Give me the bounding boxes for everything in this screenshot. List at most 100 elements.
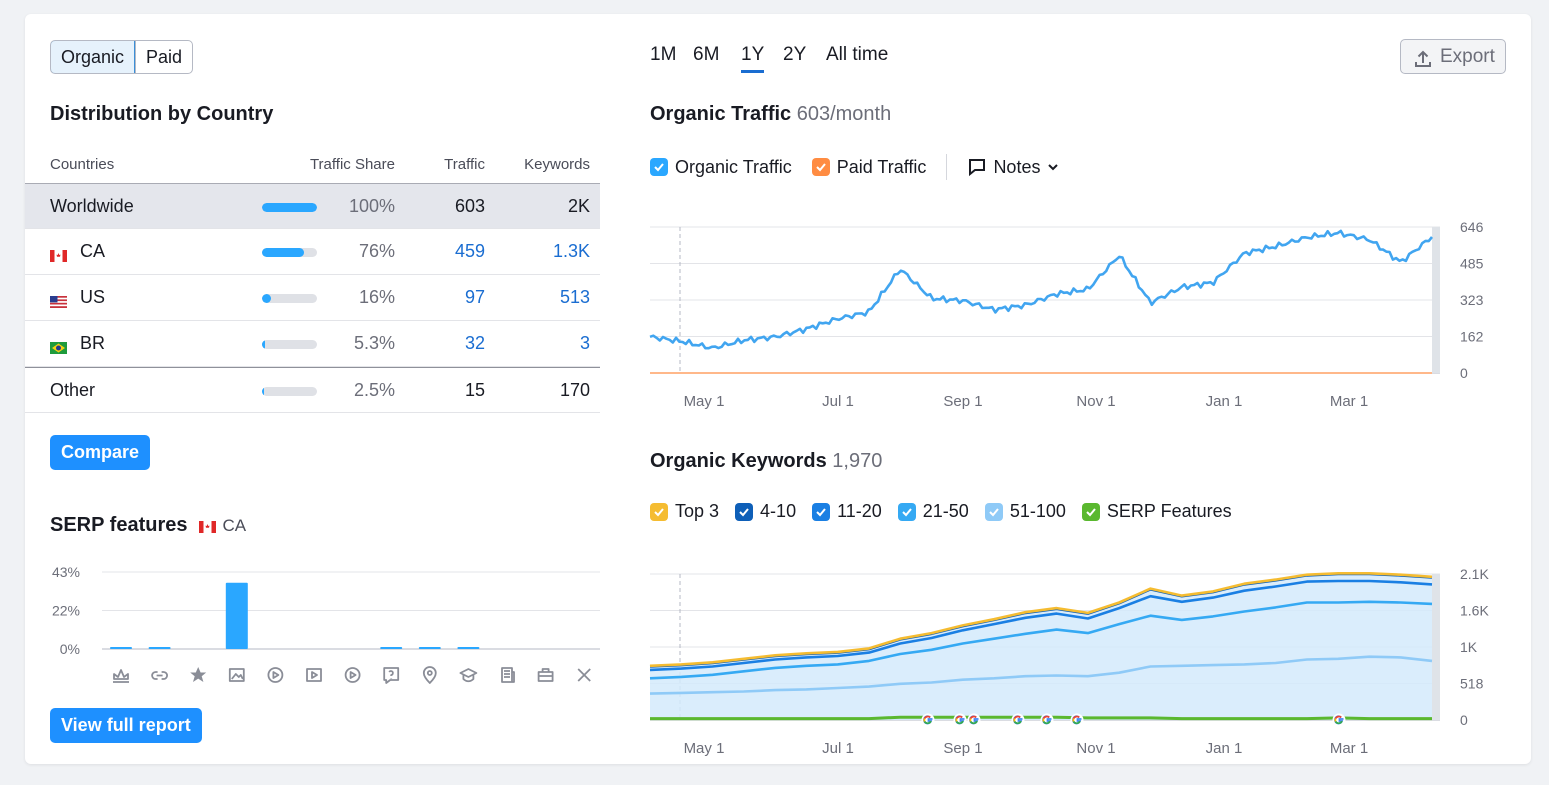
traffic-share-bar bbox=[262, 203, 317, 212]
y-tick-label: 0% bbox=[60, 641, 80, 657]
x-tick-label: Jul 1 bbox=[822, 740, 854, 756]
x-tick-label: Sep 1 bbox=[943, 740, 982, 756]
legend-label: SERP Features bbox=[1106, 501, 1232, 521]
11-20-line bbox=[649, 579, 1433, 672]
serp-bar bbox=[225, 582, 248, 649]
country-row[interactable]: US 16% 97 513 bbox=[25, 275, 600, 321]
organic-keywords-chart: 2.1K 1.6K 1K 518 0 May 1 Jul 1 Sep 1 Nov 1 Jan 1 M… bbox=[649, 566, 1489, 756]
legend-label: 51-100 bbox=[1009, 501, 1066, 521]
serp-bar bbox=[148, 647, 171, 649]
traffic-value: 603 bbox=[454, 196, 485, 216]
faq-icon bbox=[383, 667, 400, 684]
y-tick-label: 22% bbox=[52, 603, 80, 619]
traffic-share-value: 76% bbox=[358, 241, 395, 261]
upload-icon bbox=[1413, 47, 1433, 80]
checkbox-icon bbox=[650, 158, 668, 176]
legend-21-50[interactable]: 21-50 bbox=[897, 501, 969, 522]
legend-4-10[interactable]: 4-10 bbox=[735, 501, 796, 522]
paid-toggle-button[interactable]: Paid bbox=[135, 41, 192, 73]
keywords-value: 2K bbox=[567, 196, 590, 216]
view-full-report-button[interactable]: View full report bbox=[50, 708, 202, 743]
serp-bar bbox=[457, 647, 480, 649]
export-label: Export bbox=[1440, 46, 1495, 67]
x-tick-label: Jan 1 bbox=[1206, 393, 1243, 409]
legend-label: 4-10 bbox=[760, 501, 797, 521]
organic-traffic-heading: Organic Traffic 603/month bbox=[650, 103, 891, 126]
comment-icon bbox=[967, 157, 987, 177]
play-icon bbox=[344, 667, 361, 683]
traffic-share-bar bbox=[262, 387, 317, 396]
flag-ca-icon bbox=[50, 246, 67, 262]
traffic-value[interactable]: 32 bbox=[464, 333, 485, 353]
flag-us-icon bbox=[50, 292, 67, 308]
traffic-share-bar bbox=[262, 340, 317, 349]
organic-traffic-value: 603/month bbox=[796, 103, 892, 125]
x-icon bbox=[577, 668, 591, 682]
organic-toggle-button[interactable]: Organic bbox=[51, 41, 136, 73]
google-update-icon bbox=[953, 713, 967, 727]
country-row[interactable]: CA 76% 459 1.3K bbox=[25, 229, 600, 275]
tab-1y[interactable]: 1Y bbox=[741, 44, 765, 73]
legend-serp-features[interactable]: SERP Features bbox=[1081, 501, 1232, 522]
serp-header: SERP features CA bbox=[50, 514, 246, 537]
checkbox-icon bbox=[735, 502, 754, 521]
compare-button[interactable]: Compare bbox=[50, 435, 151, 470]
traffic-value[interactable]: 97 bbox=[464, 287, 485, 307]
checkbox-icon bbox=[897, 502, 916, 521]
serp-title: SERP features bbox=[50, 514, 188, 536]
traffic-share-value: 16% bbox=[358, 287, 395, 307]
keywords-legend: Top 3 4-10 11-20 21-50 51-100 SERP Features bbox=[650, 501, 1248, 522]
tab-all-time[interactable]: All time bbox=[826, 44, 889, 65]
country-name: CA bbox=[80, 241, 106, 261]
country-row[interactable]: Worldwide 100% 603 2K bbox=[25, 183, 600, 229]
checkbox-icon bbox=[984, 502, 1003, 521]
x-tick-label: May 1 bbox=[684, 740, 725, 756]
dashboard-card: Organic Paid Distribution by Country Cou… bbox=[25, 14, 1531, 764]
notes-dropdown[interactable]: Notes bbox=[967, 157, 1060, 178]
col-keywords: Keywords bbox=[524, 156, 590, 173]
legend-organic-traffic[interactable]: Organic Traffic bbox=[650, 157, 792, 178]
serp-bar bbox=[380, 647, 403, 649]
y-tick-label: 43% bbox=[52, 564, 80, 580]
google-update-icon bbox=[1011, 713, 1025, 727]
country-row[interactable]: BR 5.3% 32 3 bbox=[25, 321, 600, 367]
y-tick-label: 2.1K bbox=[1460, 566, 1489, 582]
traffic-share-value: 2.5% bbox=[353, 380, 395, 400]
star-icon bbox=[190, 667, 207, 682]
legend-51-100[interactable]: 51-100 bbox=[984, 501, 1066, 522]
checkbox-icon bbox=[1081, 502, 1100, 521]
google-update-icon bbox=[967, 713, 981, 727]
organic-paid-toggle: Organic Paid bbox=[50, 40, 194, 74]
traffic-share-bar bbox=[262, 248, 317, 257]
legend-paid-traffic[interactable]: Paid Traffic bbox=[811, 157, 926, 178]
top-3-line bbox=[649, 572, 1433, 668]
traffic-value[interactable]: 459 bbox=[454, 241, 485, 261]
tab-6m[interactable]: 6M bbox=[693, 44, 720, 65]
serp-features-line bbox=[650, 715, 1432, 721]
google-update-icon bbox=[1070, 713, 1084, 727]
checkbox-icon bbox=[812, 502, 831, 521]
col-traffic: Traffic bbox=[444, 156, 485, 173]
video-carousel-icon bbox=[306, 668, 322, 682]
x-tick-label: Jan 1 bbox=[1206, 740, 1243, 756]
export-button[interactable]: Export bbox=[1400, 39, 1506, 74]
country-row[interactable]: Other 2.5% 15 170 bbox=[25, 367, 600, 413]
organic-traffic-title: Organic Traffic bbox=[650, 103, 792, 125]
legend-top-3[interactable]: Top 3 bbox=[650, 501, 719, 522]
y-tick-label: 0 bbox=[1460, 712, 1468, 728]
traffic-share-value: 100% bbox=[348, 196, 395, 216]
tab-1m[interactable]: 1M bbox=[650, 44, 677, 65]
google-update-icon bbox=[1332, 713, 1346, 727]
organic-keywords-title: Organic Keywords bbox=[650, 450, 827, 472]
tab-2y[interactable]: 2Y bbox=[783, 44, 807, 65]
legend-11-20[interactable]: 11-20 bbox=[812, 501, 882, 522]
organic-traffic-chart: 646 485 323 162 0 May 1 Jul 1 Sep 1 Nov 1 Jan 1 Ma… bbox=[649, 219, 1484, 409]
col-traffic-share: Traffic Share bbox=[309, 156, 395, 173]
keywords-value[interactable]: 3 bbox=[579, 333, 590, 353]
keywords-value[interactable]: 513 bbox=[559, 287, 590, 307]
y-tick-label: 1.6K bbox=[1460, 603, 1489, 619]
jobs-icon bbox=[537, 668, 554, 682]
keywords-value[interactable]: 1.3K bbox=[552, 241, 590, 261]
x-tick-label: Mar 1 bbox=[1330, 393, 1368, 409]
country-name: US bbox=[80, 287, 106, 307]
